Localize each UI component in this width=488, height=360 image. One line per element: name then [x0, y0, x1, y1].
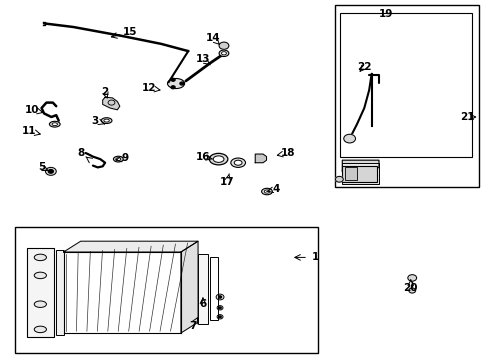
Ellipse shape [213, 156, 224, 162]
Polygon shape [181, 241, 198, 333]
Text: 8: 8 [77, 148, 84, 158]
Circle shape [219, 307, 221, 309]
Bar [342, 166, 376, 182]
Ellipse shape [221, 52, 226, 55]
Ellipse shape [34, 301, 46, 307]
Text: 4: 4 [272, 184, 280, 194]
Circle shape [407, 275, 416, 281]
Circle shape [218, 296, 221, 298]
Ellipse shape [52, 123, 58, 126]
Text: 9: 9 [121, 153, 128, 163]
Text: 14: 14 [205, 33, 220, 43]
Text: 10: 10 [24, 105, 39, 115]
Bar [344, 167, 356, 180]
Ellipse shape [116, 158, 121, 161]
Circle shape [171, 78, 175, 81]
Polygon shape [63, 241, 198, 252]
Ellipse shape [104, 119, 109, 122]
Text: 6: 6 [199, 299, 206, 309]
Text: 12: 12 [142, 83, 156, 93]
Circle shape [48, 170, 53, 173]
Ellipse shape [34, 326, 46, 333]
Text: 1: 1 [311, 252, 318, 262]
Text: 22: 22 [356, 62, 371, 72]
Text: 2: 2 [102, 87, 108, 97]
Circle shape [219, 316, 221, 318]
Text: 15: 15 [122, 27, 137, 37]
Ellipse shape [234, 160, 242, 165]
Text: 3: 3 [92, 116, 99, 126]
Ellipse shape [34, 254, 46, 261]
Text: 11: 11 [22, 126, 37, 136]
Ellipse shape [219, 50, 228, 57]
Circle shape [219, 42, 228, 49]
Bar [339, 13, 471, 157]
Circle shape [408, 288, 415, 293]
Circle shape [343, 134, 355, 143]
Text: 5: 5 [38, 162, 45, 172]
Text: 19: 19 [378, 9, 393, 19]
Ellipse shape [264, 190, 269, 193]
Ellipse shape [209, 153, 227, 165]
Ellipse shape [230, 158, 245, 167]
Text: 7: 7 [189, 321, 197, 331]
Ellipse shape [113, 156, 123, 162]
Circle shape [171, 86, 175, 89]
Bar [27, 248, 54, 337]
Bar [210, 257, 217, 320]
Text: 21: 21 [459, 112, 473, 122]
Bar [198, 254, 207, 324]
Circle shape [45, 167, 56, 175]
Ellipse shape [167, 78, 184, 89]
Bar [56, 250, 63, 335]
Bar [15, 227, 317, 353]
Polygon shape [102, 97, 120, 110]
Ellipse shape [34, 272, 46, 279]
Bar [342, 163, 378, 184]
Circle shape [335, 176, 343, 182]
Ellipse shape [261, 188, 272, 195]
Text: 17: 17 [220, 177, 234, 187]
Text: 13: 13 [195, 54, 210, 64]
Polygon shape [342, 160, 378, 171]
Bar [334, 5, 478, 187]
Text: 16: 16 [195, 152, 210, 162]
Ellipse shape [49, 121, 60, 127]
Text: 20: 20 [403, 283, 417, 293]
Circle shape [180, 82, 183, 85]
Polygon shape [255, 154, 266, 163]
Text: 18: 18 [281, 148, 295, 158]
Ellipse shape [101, 118, 112, 123]
